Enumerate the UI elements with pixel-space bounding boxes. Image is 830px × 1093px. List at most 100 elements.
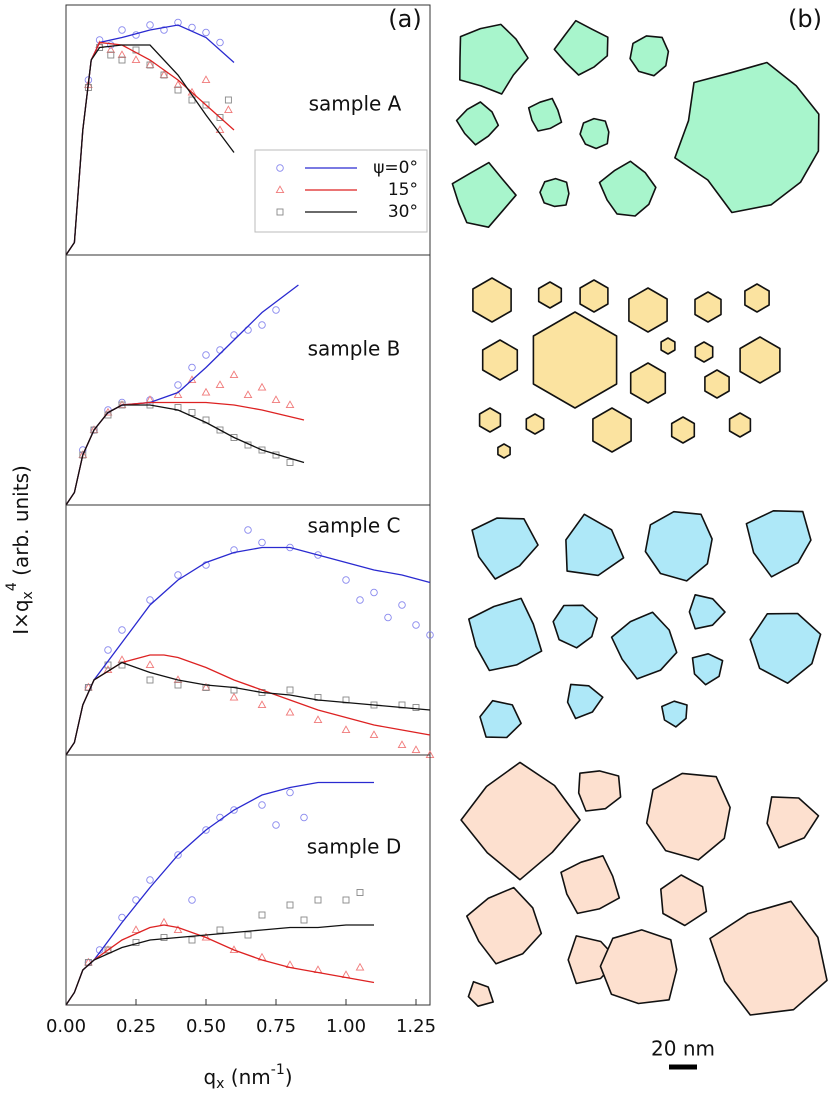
point: [174, 381, 182, 389]
point: [174, 851, 182, 859]
particle: [566, 683, 604, 720]
point: [272, 821, 280, 829]
point: [107, 41, 115, 49]
fit-line: [65, 284, 299, 506]
point: [285, 707, 295, 716]
point: [215, 125, 225, 134]
particle: [688, 593, 726, 630]
legend-marker: [276, 164, 284, 172]
point: [258, 446, 266, 454]
scale-bar-label: 20 nm: [651, 1037, 715, 1061]
particle: [599, 929, 678, 1005]
particle: [644, 510, 713, 582]
point: [411, 745, 421, 754]
x-label-part: (nm: [224, 1065, 270, 1089]
sample-label: sample C: [307, 514, 400, 538]
particle: [598, 160, 657, 217]
point: [257, 700, 267, 709]
point: [244, 931, 252, 939]
particle: [670, 416, 696, 444]
point: [244, 526, 252, 534]
point: [272, 306, 280, 314]
fit-line: [65, 781, 374, 1006]
particle: [539, 177, 570, 208]
point: [146, 676, 154, 684]
particle: [481, 339, 519, 381]
particle: [472, 277, 512, 323]
point: [286, 686, 294, 694]
y-axis-label: I×qx4 (arb. units): [4, 465, 36, 635]
point: [384, 613, 392, 622]
point: [216, 114, 224, 121]
fit-line: [65, 924, 374, 1006]
x-tick-label: 0.25: [116, 1016, 156, 1037]
point: [286, 901, 294, 909]
point: [202, 826, 210, 834]
point: [118, 626, 126, 634]
particle: [674, 61, 820, 214]
point: [216, 926, 224, 934]
point: [174, 18, 182, 27]
point: [300, 813, 308, 822]
point: [146, 596, 154, 604]
y-label-sub: x: [20, 591, 36, 599]
legend-label: 15°: [388, 180, 418, 200]
sample-label: sample A: [309, 92, 402, 116]
y-label-part: I×q: [9, 599, 33, 634]
point: [106, 45, 116, 54]
point: [271, 395, 281, 404]
point: [229, 692, 239, 701]
point: [174, 86, 182, 94]
particle: [694, 291, 722, 323]
particle: [660, 700, 688, 728]
point: [224, 96, 232, 104]
point: [118, 56, 126, 64]
point: [314, 551, 322, 559]
x-tick-label: 1.25: [396, 1016, 436, 1037]
particle: [660, 337, 676, 355]
point: [79, 446, 87, 454]
point: [173, 925, 183, 934]
point: [146, 876, 154, 884]
point: [426, 631, 434, 639]
particle: [645, 772, 731, 861]
point: [258, 801, 266, 809]
point: [188, 896, 196, 904]
point: [202, 101, 210, 109]
point: [202, 351, 210, 359]
x-label-sub: x: [216, 1076, 224, 1092]
point: [230, 331, 238, 339]
point: [356, 596, 364, 604]
particle: [628, 287, 668, 333]
point: [243, 390, 253, 399]
particle: [467, 597, 543, 672]
particle: [560, 854, 621, 915]
legend-label: ψ=0°: [373, 158, 418, 178]
fit-line: [65, 44, 235, 256]
particle: [467, 980, 495, 1008]
particle: [694, 341, 714, 363]
point: [188, 363, 196, 372]
particle: [739, 336, 781, 384]
particle: [749, 612, 822, 685]
particle: [745, 509, 812, 578]
point: [187, 375, 197, 384]
particle: [525, 413, 545, 435]
particle: [553, 19, 609, 76]
legend-marker: [276, 208, 284, 216]
point: [412, 621, 420, 629]
particle: [579, 279, 609, 313]
point: [131, 925, 141, 934]
panel-frame: [65, 504, 431, 756]
x-label-sup: -1: [271, 1062, 285, 1078]
point: [90, 426, 98, 434]
point: [397, 740, 407, 749]
point: [258, 538, 266, 547]
point: [188, 936, 196, 944]
particle: [532, 311, 618, 409]
particle: [577, 770, 622, 812]
particle: [744, 283, 770, 313]
point: [174, 571, 182, 579]
point: [341, 725, 351, 734]
